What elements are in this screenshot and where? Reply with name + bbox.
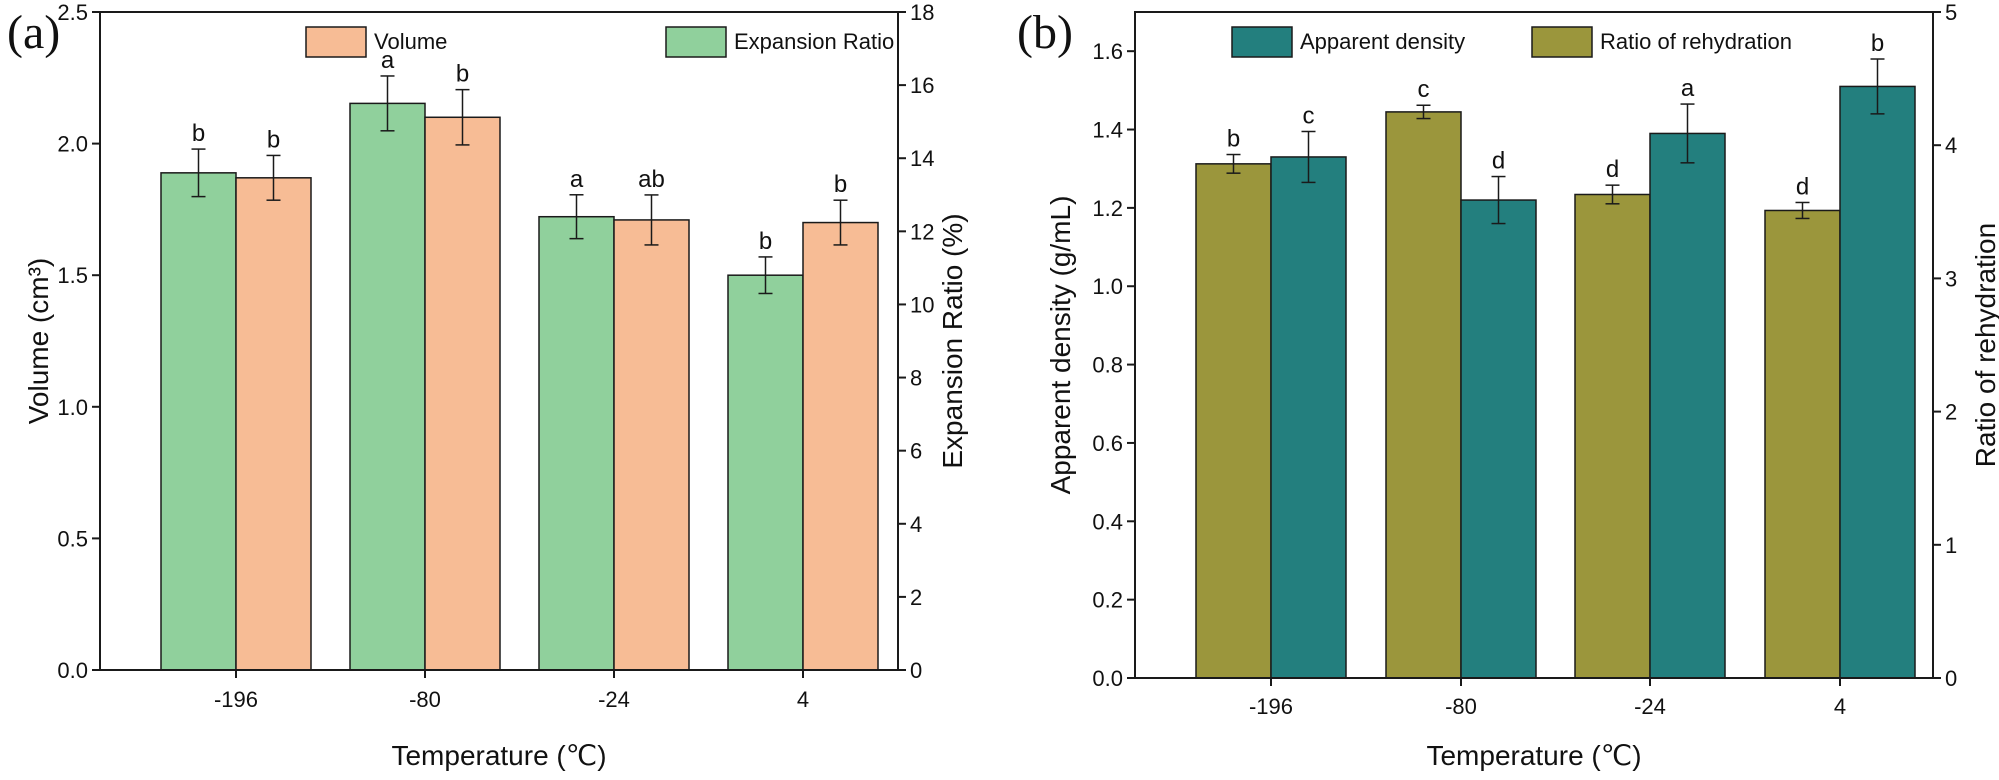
panel-letter: (b) [1017,6,1073,59]
y-right-tick-label: 18 [910,0,934,25]
bar-apparent-density [1839,85,1916,679]
significance-letter: d [1492,148,1505,175]
legend-swatch [665,26,727,58]
significance-letter: b [192,120,205,147]
significance-letter: b [759,228,772,255]
y-left-tick-label: 0.5 [57,526,88,551]
bar-volume [802,221,879,671]
bar-volume [235,177,312,671]
y-right-tick-label: 5 [1945,0,1957,25]
x-tick-label: 4 [1834,694,1846,719]
y-right-tick-label: 12 [910,219,934,244]
y-left-tick-label: 0.8 [1092,353,1123,378]
legend-label: Expansion Ratio [734,29,894,54]
y-left-tick-label: 0.2 [1092,588,1123,613]
y-right-tick-label: 3 [1945,266,1957,291]
legend-swatch [1531,26,1593,58]
y-right-tick-label: 4 [1945,133,1957,158]
y-right-tick-label: 1 [1945,533,1957,558]
significance-letter: a [381,47,395,74]
y-right-tick-label: 10 [910,292,934,317]
panel-b-chart: (b) b c d d c d a b 0.0 0.2 0.4 0.6 0.8 1.0 1.2 1.4 1.6 0 1… [1017,0,1999,771]
y-left-tick-label: 0.6 [1092,431,1123,456]
legend-label: Ratio of rehydration [1600,29,1792,54]
significance-letter: d [1796,173,1809,200]
bar-apparent-density [1270,156,1347,679]
significance-letter: ab [638,166,665,193]
bar-ratio-of-rehydration [1574,193,1651,679]
bar-volume [613,219,690,671]
y-right-tick-label: 8 [910,366,922,391]
significance-letter: b [456,61,469,88]
bar-expansion-ratio [349,102,426,671]
bar-expansion-ratio [727,274,804,671]
legend-swatch [305,26,367,58]
x-axis-label: Temperature (℃) [391,740,606,771]
bar-ratio-of-rehydration [1764,209,1841,679]
x-tick-label: -196 [214,687,258,712]
significance-letter: c [1303,102,1315,129]
y-left-tick-label: 2.5 [57,0,88,25]
y-right-tick-label: 14 [910,146,934,171]
legend-label: Volume [374,29,447,54]
panel-letter: (a) [7,6,60,59]
significance-letter: b [1227,126,1240,153]
y-right-tick-label: 2 [910,585,922,610]
significance-letter: a [570,166,584,193]
y-left-tick-label: 1.0 [1092,274,1123,299]
bar-volume [424,116,501,671]
y-left-tick-label: 1.4 [1092,118,1123,143]
y-left-tick-label: 0.0 [1092,666,1123,691]
x-tick-label: 4 [797,687,809,712]
y-left-axis-label: Volume (cm³) [23,258,54,424]
plot-frame [99,11,899,671]
x-tick-label: -196 [1249,694,1293,719]
y-left-tick-label: 1.6 [1092,39,1123,64]
significance-letter: a [1681,75,1695,102]
significance-letter: d [1606,156,1619,183]
significance-letter: b [834,171,847,198]
legend-label: Apparent density [1300,29,1465,54]
bar-expansion-ratio [160,172,237,671]
y-left-tick-label: 0.0 [57,658,88,683]
y-right-tick-label: 0 [1945,666,1957,691]
y-right-axis-label: Ratio of rehydration [1970,223,1999,467]
y-left-tick-label: 1.2 [1092,196,1123,221]
y-left-tick-label: 1.0 [57,395,88,420]
bar-ratio-of-rehydration [1195,163,1272,679]
y-left-axis-label: Apparent density (g/mL) [1045,196,1076,495]
bar-apparent-density [1649,132,1726,679]
x-axis-label: Temperature (℃) [1426,740,1641,771]
significance-letter: c [1418,76,1430,103]
y-right-tick-label: 4 [910,512,922,537]
x-tick-label: -80 [1445,694,1477,719]
y-right-tick-label: 16 [910,73,934,98]
plot-frame [1134,11,1934,679]
y-left-tick-label: 2.0 [57,132,88,157]
y-left-tick-label: 1.5 [57,263,88,288]
x-tick-label: -80 [409,687,441,712]
significance-letter: b [1871,30,1884,57]
bar-apparent-density [1460,199,1537,679]
x-tick-label: -24 [598,687,630,712]
x-tick-label: -24 [1634,694,1666,719]
y-right-tick-label: 6 [910,439,922,464]
bar-ratio-of-rehydration [1385,111,1462,679]
y-right-axis-label: Expansion Ratio (%) [937,213,968,468]
y-right-tick-label: 2 [1945,400,1957,425]
bar-expansion-ratio [538,215,615,671]
y-right-tick-label: 0 [910,658,922,683]
y-left-tick-label: 0.4 [1092,509,1123,534]
legend-swatch [1231,26,1293,58]
significance-letter: b [267,126,280,153]
